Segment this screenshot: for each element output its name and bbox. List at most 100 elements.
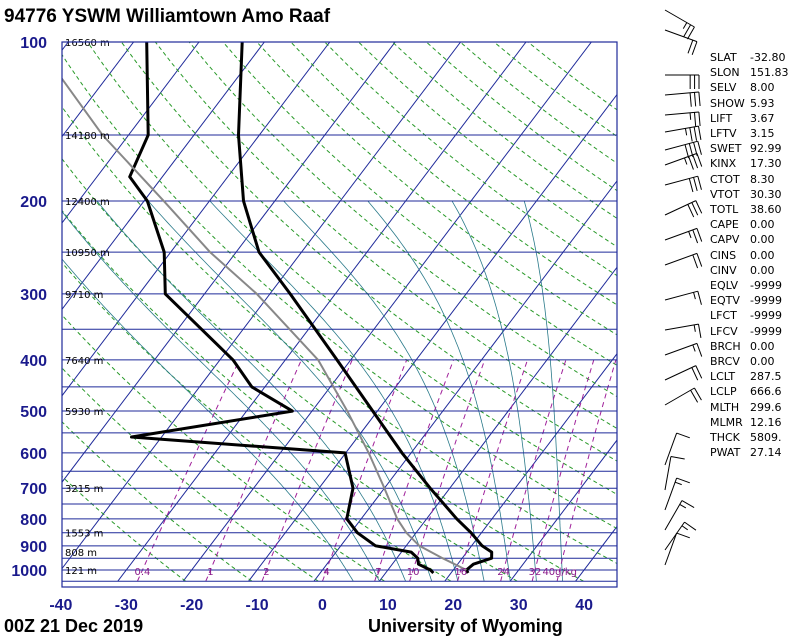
index-row: LFTV 3.15 xyxy=(710,126,800,141)
index-value: 38.60 xyxy=(750,203,782,217)
height-label: 7640 m xyxy=(65,356,103,367)
dry-adiabat xyxy=(120,42,617,462)
wind-barb xyxy=(664,365,703,381)
stability-indices: SLAT -32.80 SLON 151.83 SELV 8.00 SHOW 5.93 LIFT… xyxy=(710,50,800,460)
dry-adiabat xyxy=(87,42,617,495)
index-row: CINV 0.00 xyxy=(710,263,800,278)
index-name: SLAT xyxy=(710,51,737,64)
wind-barb xyxy=(664,175,702,193)
moist-adiabat xyxy=(147,200,433,582)
isotherm-line xyxy=(313,180,617,582)
pressure-tick-label: 400 xyxy=(20,353,47,370)
wind-barb xyxy=(664,111,701,127)
index-name: VTOT xyxy=(710,187,740,201)
index-name: TOTL xyxy=(710,203,739,217)
temperature-line xyxy=(237,42,494,574)
index-name: SHOW xyxy=(710,96,745,110)
index-value: 3.15 xyxy=(750,127,775,141)
index-row: VTOT 30.30 xyxy=(710,187,800,202)
index-value: 17.30 xyxy=(750,157,782,171)
data-source: University of Wyoming xyxy=(368,616,563,636)
temperature-tick-label: 20 xyxy=(444,597,462,614)
moist-adiabat xyxy=(62,210,380,582)
index-row: LFCT -9999 xyxy=(710,308,800,323)
isotherm-line xyxy=(248,93,617,582)
height-label: 1553 m xyxy=(65,529,103,540)
index-value: -9999 xyxy=(750,309,782,323)
index-name: LCLP xyxy=(710,385,737,399)
pressure-tick-label: 1000 xyxy=(11,563,47,580)
isotherm-line xyxy=(182,42,592,582)
index-value: 0.00 xyxy=(750,233,775,247)
index-name: CINV xyxy=(710,263,737,277)
index-row: CAPE 0.00 xyxy=(710,217,800,232)
index-name: CAPV xyxy=(710,233,740,247)
index-value: 27.14 xyxy=(750,446,782,460)
height-label: 808 m xyxy=(65,548,97,559)
index-value: 287.5 xyxy=(750,370,782,384)
index-row: LCLP 666.6 xyxy=(710,384,800,399)
mixing-ratio-label: 10 xyxy=(407,567,420,578)
moist-adiabat xyxy=(367,200,511,582)
wind-barb xyxy=(664,290,702,305)
index-value: 0.00 xyxy=(750,339,775,353)
wind-barb xyxy=(664,323,702,338)
mixing-ratio-label: 4 xyxy=(323,567,329,578)
wind-barb xyxy=(664,9,695,40)
wind-barb xyxy=(664,91,701,107)
height-label: 5930 m xyxy=(65,407,103,418)
index-value: 0.00 xyxy=(750,263,775,277)
index-name: LFCV xyxy=(710,324,738,338)
pressure-tick-label: 800 xyxy=(20,512,47,529)
mixing-ratio-label: 24 xyxy=(497,567,510,578)
height-label: 12400 m xyxy=(65,197,110,208)
wind-barb xyxy=(664,387,702,406)
moist-adiabat xyxy=(209,200,459,582)
index-row: TOTL 38.60 xyxy=(710,202,800,217)
temperature-tick-label: -20 xyxy=(180,597,203,614)
index-row: LIFT 3.67 xyxy=(710,111,800,126)
wind-barb xyxy=(664,342,703,357)
index-name: THCK xyxy=(710,431,740,445)
index-name: EQTV xyxy=(710,294,740,308)
mixing-ratio-line xyxy=(531,359,595,582)
index-name: LCLT xyxy=(710,370,736,384)
dry-adiabat xyxy=(62,421,253,582)
index-name: PWAT xyxy=(710,446,741,460)
index-value: -32.80 xyxy=(750,51,786,64)
wind-barb xyxy=(664,227,703,244)
wind-barb xyxy=(664,140,702,159)
isotherm-line xyxy=(379,266,617,582)
index-value: 12.16 xyxy=(750,415,782,429)
index-row: SELV 8.00 xyxy=(710,80,800,95)
mixing-ratio-label: 2 xyxy=(263,567,269,578)
wind-barb xyxy=(664,432,690,466)
index-row: CINS 0.00 xyxy=(710,248,800,263)
wind-barb xyxy=(664,456,685,491)
index-row: EQLV -9999 xyxy=(710,278,800,293)
index-row: SLON 151.83 xyxy=(710,65,800,80)
index-name: CTOT xyxy=(710,172,740,186)
index-value: -9999 xyxy=(750,279,782,293)
dry-adiabat xyxy=(290,42,617,306)
isotherm-line xyxy=(62,42,461,570)
index-name: EQLV xyxy=(710,279,739,293)
index-value: 299.6 xyxy=(750,400,782,414)
pressure-tick-label: 900 xyxy=(20,539,47,556)
isotherm-line xyxy=(509,439,617,582)
mixing-ratio-line xyxy=(322,359,408,582)
chart-title: 94776 YSWM Williamtown Amo Raaf xyxy=(4,6,331,27)
dry-adiabat xyxy=(62,367,319,582)
wind-barb xyxy=(665,74,700,89)
isotherm-line xyxy=(62,42,134,138)
wind-barbs xyxy=(664,9,703,566)
index-row: MLTH 299.6 xyxy=(710,400,800,415)
isotherm-line xyxy=(444,352,617,582)
temperature-tick-label: 10 xyxy=(379,597,397,614)
index-value: 151.83 xyxy=(750,66,789,80)
index-row: SWET 92.99 xyxy=(710,141,800,156)
observation-time: 00Z 21 Dec 2019 xyxy=(4,616,144,636)
mixing-ratio-label: 32 xyxy=(529,567,542,578)
index-value: 0.00 xyxy=(750,218,775,232)
index-value: -9999 xyxy=(750,324,782,338)
